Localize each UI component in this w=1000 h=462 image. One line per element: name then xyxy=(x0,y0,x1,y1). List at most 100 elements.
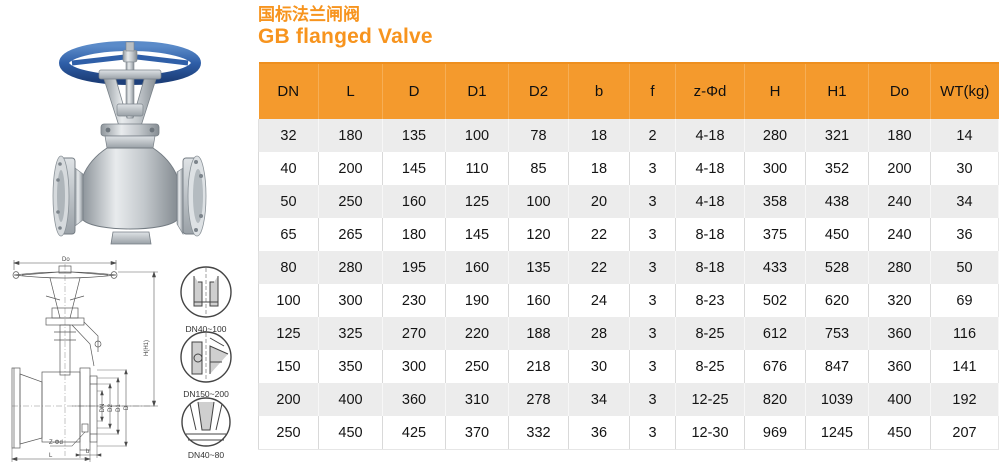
detail-view-3 xyxy=(181,397,231,447)
table-cell: 12-25 xyxy=(675,383,745,416)
table-cell: 28 xyxy=(568,317,630,350)
table-cell: 220 xyxy=(445,317,509,350)
table-cell: 325 xyxy=(318,317,383,350)
table-row: 32 180 135 100 78 18 2 4-18 280 321 180 14 xyxy=(258,119,999,152)
table-cell: 280 xyxy=(318,251,383,284)
table-row: 150 350 300 250 218 30 3 8-25 676 847 360 141 xyxy=(258,350,999,383)
gate-valve-photo xyxy=(52,41,207,245)
table-cell: 3 xyxy=(629,251,676,284)
table-row: 250 450 425 370 332 36 3 12-30 969 1245 450 207 xyxy=(258,416,999,450)
table-cell: 65 xyxy=(258,218,319,251)
spec-table: DN L D D1 D2 b f z-Φd H H1 Do WT(kg) 32 180 135 100 78 1… xyxy=(258,62,999,450)
table-cell: 360 xyxy=(868,350,931,383)
table-cell: 8-25 xyxy=(675,317,745,350)
table-cell: 753 xyxy=(805,317,869,350)
table-cell: 22 xyxy=(568,251,630,284)
table-cell: 36 xyxy=(930,218,999,251)
title-chinese: 国标法兰闸阀 xyxy=(258,5,360,24)
table-cell: 250 xyxy=(258,416,319,450)
table-cell: 110 xyxy=(445,152,509,185)
table-cell: 50 xyxy=(930,251,999,284)
dim-label-l: L xyxy=(49,453,53,459)
table-cell: 200 xyxy=(318,152,383,185)
flange-detail-views: DN40~100 DN150~200 DN40~80 xyxy=(180,266,232,460)
table-cell: 22 xyxy=(568,218,630,251)
table-cell: 145 xyxy=(382,152,446,185)
table-cell: 450 xyxy=(805,218,869,251)
table-cell: 400 xyxy=(318,383,383,416)
table-row: 80 280 195 160 135 22 3 8-18 433 528 280 50 xyxy=(258,251,999,284)
table-cell: 3 xyxy=(629,284,676,317)
dim-label-d: D xyxy=(124,405,130,410)
table-cell: 4-18 xyxy=(675,185,745,218)
table-cell: 8-18 xyxy=(675,218,745,251)
table-cell: 4-18 xyxy=(675,119,745,152)
table-cell: 135 xyxy=(508,251,569,284)
table-cell: 310 xyxy=(445,383,509,416)
table-cell: 370 xyxy=(445,416,509,450)
dim-label-h: H(H1) xyxy=(144,340,150,356)
table-cell: 3 xyxy=(629,317,676,350)
table-cell: 85 xyxy=(508,152,569,185)
table-cell: 40 xyxy=(258,152,319,185)
column-header: WT(kg) xyxy=(930,62,999,119)
table-cell: 3 xyxy=(629,218,676,251)
column-header: z-Φd xyxy=(675,62,745,119)
detail-view-1 xyxy=(180,266,232,318)
table-cell: 18 xyxy=(568,119,630,152)
table-cell: 450 xyxy=(868,416,931,450)
table-cell: 24 xyxy=(568,284,630,317)
valve-body xyxy=(52,147,207,245)
table-cell: 100 xyxy=(508,185,569,218)
table-cell: 360 xyxy=(382,383,446,416)
table-cell: 433 xyxy=(744,251,806,284)
table-cell: 450 xyxy=(318,416,383,450)
table-cell: 8-25 xyxy=(675,350,745,383)
table-row: 200 400 360 310 278 34 3 12-25 820 1039 400 192 xyxy=(258,383,999,416)
table-cell: 50 xyxy=(258,185,319,218)
table-cell: 20 xyxy=(568,185,630,218)
table-cell: 135 xyxy=(382,119,446,152)
column-header: L xyxy=(318,62,383,119)
table-cell: 195 xyxy=(382,251,446,284)
table-cell: 375 xyxy=(744,218,806,251)
table-cell: 125 xyxy=(445,185,509,218)
table-cell: 250 xyxy=(445,350,509,383)
column-header: D xyxy=(382,62,446,119)
table-cell: 425 xyxy=(382,416,446,450)
table-cell: 847 xyxy=(805,350,869,383)
table-cell: 116 xyxy=(930,317,999,350)
column-header: H1 xyxy=(805,62,869,119)
table-cell: 192 xyxy=(930,383,999,416)
table-cell: 528 xyxy=(805,251,869,284)
dim-label-b: b xyxy=(86,449,90,455)
valve-technical-drawing: Do H(H1) DN D2 D1 D Z-Φd b L xyxy=(11,257,158,462)
column-header: Do xyxy=(868,62,931,119)
table-cell: 230 xyxy=(382,284,446,317)
table-cell: 278 xyxy=(508,383,569,416)
table-row: 65 265 180 145 120 22 3 8-18 375 450 240 36 xyxy=(258,218,999,251)
table-cell: 30 xyxy=(568,350,630,383)
table-row: 125 325 270 220 188 28 3 8-25 612 753 360 116 xyxy=(258,317,999,350)
table-cell: 240 xyxy=(868,185,931,218)
table-cell: 188 xyxy=(508,317,569,350)
table-cell: 14 xyxy=(930,119,999,152)
table-cell: 207 xyxy=(930,416,999,450)
detail-label-3: DN40~80 xyxy=(188,450,224,460)
table-cell: 1039 xyxy=(805,383,869,416)
table-cell: 12-30 xyxy=(675,416,745,450)
dim-label-do: Do xyxy=(62,257,70,263)
table-cell: 100 xyxy=(258,284,319,317)
table-cell: 2 xyxy=(629,119,676,152)
table-cell: 265 xyxy=(318,218,383,251)
detail-label-1: DN40~100 xyxy=(186,324,227,334)
column-header: H xyxy=(744,62,806,119)
column-header: D1 xyxy=(445,62,509,119)
table-cell: 80 xyxy=(258,251,319,284)
bonnet xyxy=(100,123,160,149)
table-cell: 218 xyxy=(508,350,569,383)
table-cell: 36 xyxy=(568,416,630,450)
title-english: GB flanged Valve xyxy=(258,24,433,48)
table-cell: 612 xyxy=(744,317,806,350)
table-row: 40 200 145 110 85 18 3 4-18 300 352 200 30 xyxy=(258,152,999,185)
